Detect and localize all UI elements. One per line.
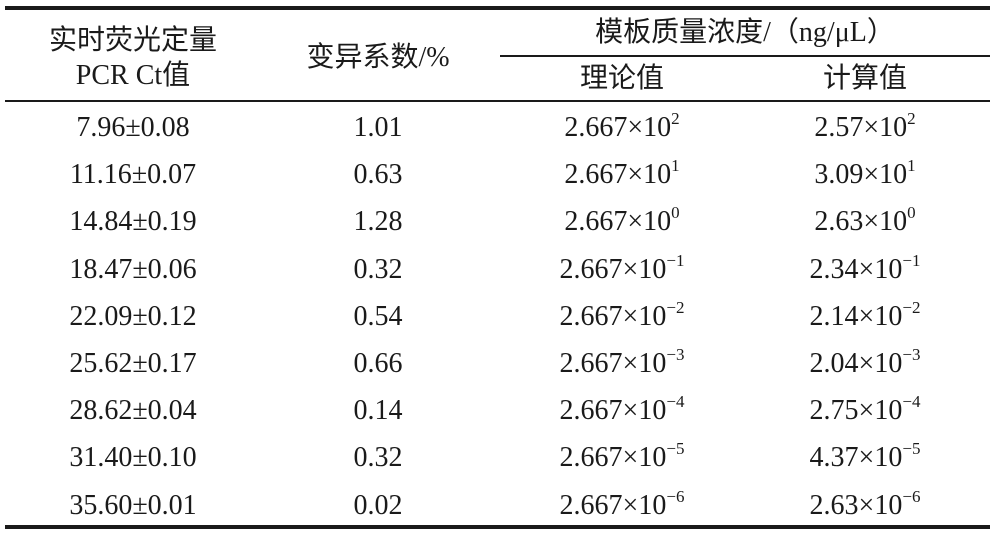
cell: 28.62±0.04 — [69, 395, 197, 427]
header-cell: 实时荧光定量 — [48, 25, 218, 56]
cell: 0.32 — [353, 442, 403, 474]
exponent: −5 — [666, 439, 685, 459]
cell: 0.63 — [353, 159, 403, 191]
cell: 2.667×10−4 — [559, 393, 685, 427]
cell: 2.667×10−5 — [559, 440, 685, 474]
mantissa: 4.37×10 — [809, 442, 903, 474]
cell: 0.66 — [353, 348, 403, 379]
cell: 11.16±0.07 — [69, 159, 197, 191]
mantissa: 2.667×10 — [564, 112, 672, 143]
mantissa: 2.57×10 — [814, 112, 908, 143]
mantissa: 3.09×10 — [814, 159, 908, 191]
cell: 4.37×10−5 — [809, 440, 921, 474]
top-rule — [5, 6, 990, 10]
header-cell: 模板质量浓度/（ng/μL） — [595, 17, 895, 48]
cell: 1.01 — [353, 112, 403, 143]
exponent: 1 — [907, 156, 916, 176]
exponent: −1 — [666, 250, 685, 270]
mantissa: 2.667×10 — [559, 253, 667, 285]
cell: 2.667×10−1 — [559, 252, 685, 285]
exponent: −1 — [902, 250, 921, 270]
cell: 2.667×10−6 — [559, 488, 685, 521]
exponent: −6 — [666, 486, 685, 506]
cell: 2.667×10−3 — [559, 346, 685, 379]
header-cell: PCR Ct值 — [75, 60, 191, 91]
cell: 0.14 — [353, 395, 403, 427]
mantissa: 2.75×10 — [809, 395, 903, 427]
cell: 18.47±0.06 — [69, 253, 197, 285]
exponent: 2 — [671, 109, 680, 128]
cell: 2.63×100 — [814, 204, 915, 238]
cell: 1.28 — [353, 206, 403, 238]
header-cell: 变异系数/% — [306, 42, 450, 73]
mantissa: 2.63×10 — [814, 206, 908, 238]
exponent: −4 — [902, 392, 921, 412]
exponent: −5 — [902, 439, 921, 459]
cell: 2.14×10−2 — [809, 299, 921, 332]
exponent: −4 — [666, 392, 685, 412]
cell: 2.57×102 — [814, 110, 915, 143]
exponent: 0 — [671, 203, 680, 223]
header-cell: 理论值 — [579, 63, 665, 94]
cell: 22.09±0.12 — [69, 300, 197, 332]
mantissa: 2.667×10 — [564, 206, 672, 238]
cell: 0.02 — [353, 489, 403, 521]
mantissa: 2.667×10 — [564, 159, 672, 191]
cell: 2.667×102 — [564, 110, 679, 143]
mantissa: 2.14×10 — [809, 300, 903, 332]
mantissa: 2.34×10 — [809, 253, 903, 285]
cell: 2.04×10−3 — [809, 346, 921, 379]
cell: 2.75×10−4 — [809, 393, 921, 427]
mantissa: 2.04×10 — [809, 348, 903, 379]
cell: 2.34×10−1 — [809, 252, 921, 285]
header-cell: 计算值 — [822, 63, 908, 94]
cell: 25.62±0.17 — [69, 348, 197, 379]
exponent: −3 — [666, 345, 685, 364]
exponent: −6 — [902, 486, 921, 506]
header-rule — [5, 100, 990, 102]
cell: 2.667×101 — [564, 157, 679, 191]
exponent: −3 — [902, 345, 921, 364]
exponent: 0 — [907, 203, 916, 223]
cell: 2.63×10−6 — [809, 488, 921, 521]
cell: 14.84±0.19 — [69, 206, 197, 238]
mantissa: 2.667×10 — [559, 489, 667, 521]
group-rule — [500, 55, 990, 57]
exponent: −2 — [666, 297, 685, 317]
cell: 0.54 — [353, 300, 403, 332]
bottom-rule — [5, 525, 990, 529]
mantissa: 2.667×10 — [559, 348, 667, 379]
mantissa: 2.667×10 — [559, 300, 667, 332]
cell: 31.40±0.10 — [69, 442, 197, 474]
cell: 35.60±0.01 — [69, 489, 197, 521]
exponent: 2 — [907, 109, 916, 128]
mantissa: 2.667×10 — [559, 442, 667, 474]
mantissa: 2.63×10 — [809, 489, 903, 521]
cell: 3.09×101 — [814, 157, 915, 191]
cell: 2.667×10−2 — [559, 299, 685, 332]
mantissa: 2.667×10 — [559, 395, 667, 427]
exponent: 1 — [671, 156, 680, 176]
cell: 0.32 — [353, 253, 403, 285]
cell: 7.96±0.08 — [76, 112, 190, 143]
cell: 2.667×100 — [564, 204, 679, 238]
exponent: −2 — [902, 297, 921, 317]
